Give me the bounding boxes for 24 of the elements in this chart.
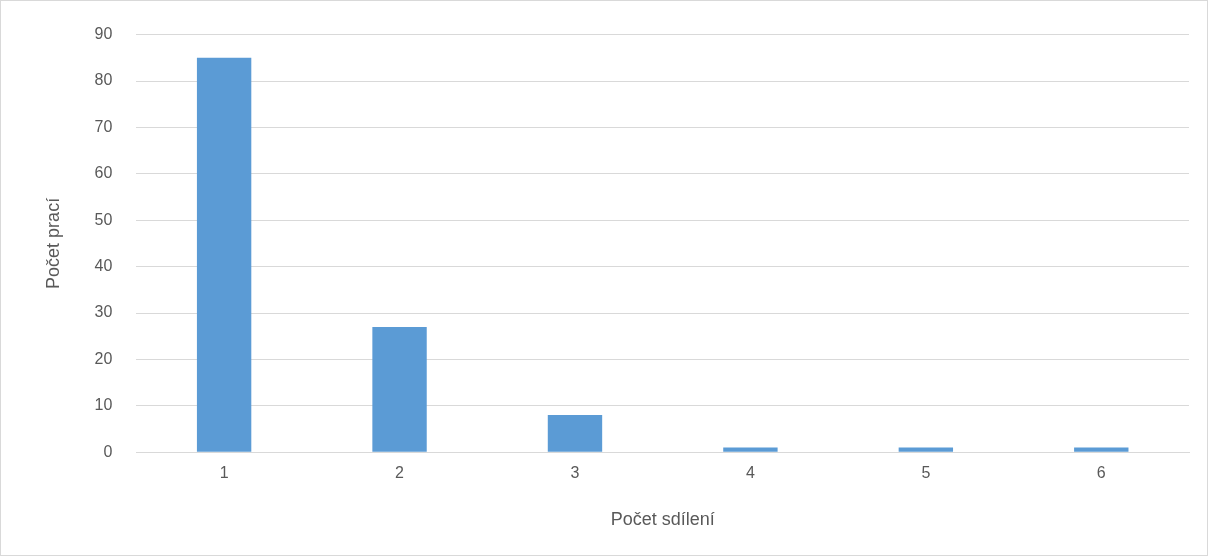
bar <box>547 415 603 452</box>
y-tick-label: 20 <box>94 349 113 367</box>
y-tick-label: 40 <box>94 257 113 275</box>
bar <box>372 326 427 452</box>
y-tick-label: 90 <box>94 25 113 43</box>
x-tick-label: 4 <box>745 464 755 482</box>
x-tick-label: 6 <box>1096 464 1106 482</box>
y-tick-label: 30 <box>94 303 113 321</box>
x-tick-label: 5 <box>921 464 931 482</box>
bar <box>1074 447 1129 452</box>
x-tick-label: 1 <box>219 464 229 482</box>
x-tick-label: 2 <box>395 464 405 482</box>
y-tick-label: 10 <box>94 396 113 414</box>
bar <box>723 447 778 452</box>
y-axis-title: Počet prací <box>42 197 63 289</box>
y-tick-label: 80 <box>94 71 113 89</box>
bar <box>196 57 252 452</box>
bar <box>898 447 954 452</box>
y-tick-label: 50 <box>94 210 113 228</box>
x-axis-title: Počet sdílení <box>610 509 715 530</box>
x-tick-label: 3 <box>570 464 580 482</box>
y-tick-label: 70 <box>94 117 113 135</box>
y-tick-label: 0 <box>103 442 113 460</box>
y-tick-label: 60 <box>94 164 113 182</box>
